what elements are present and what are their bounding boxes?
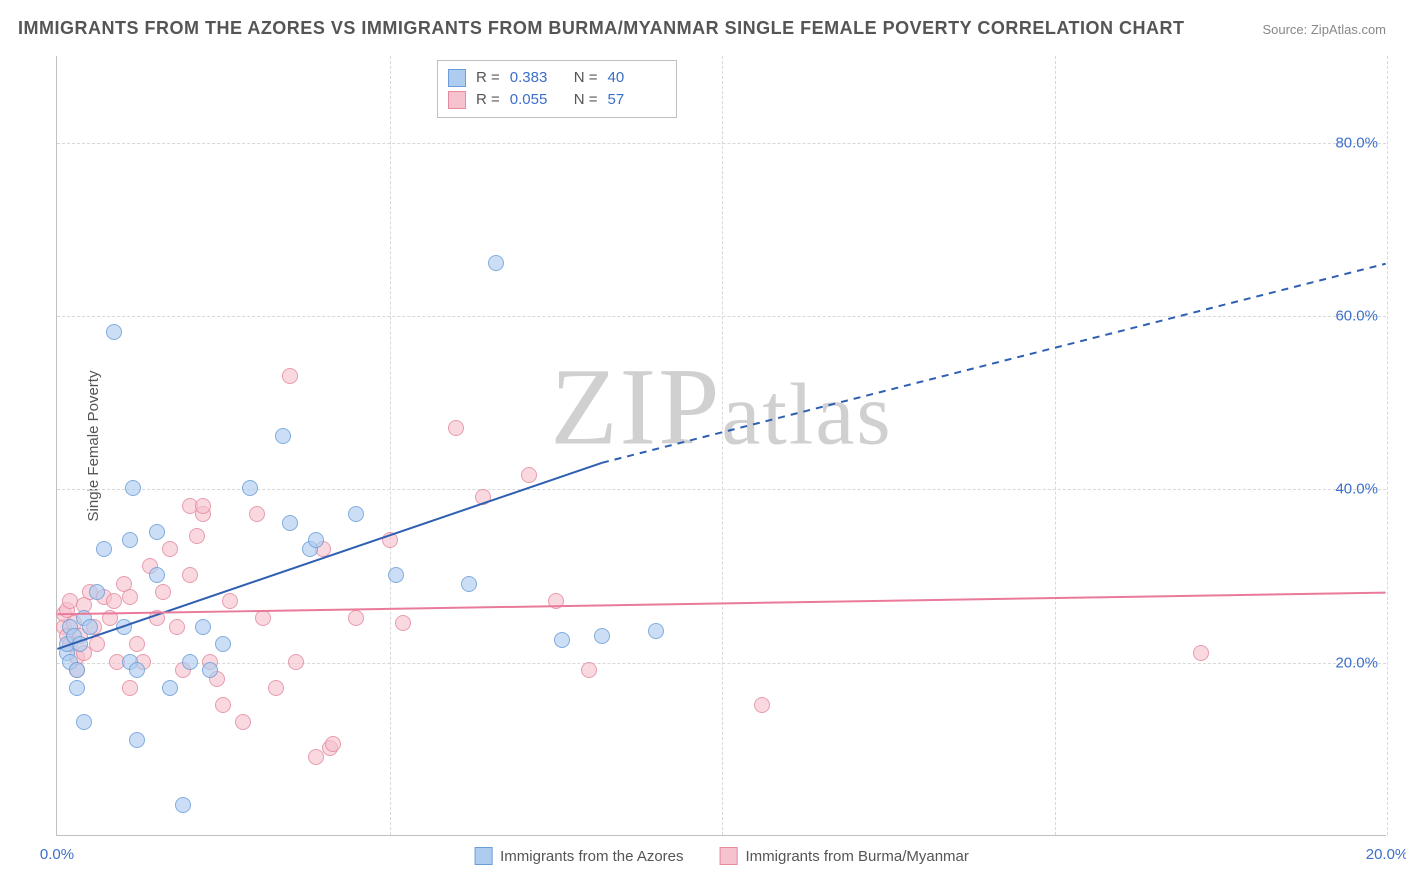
y-tick-label: 40.0% (1335, 481, 1378, 498)
scatter-point (222, 593, 238, 609)
scatter-point (149, 524, 165, 540)
scatter-point (554, 632, 570, 648)
scatter-point (1193, 645, 1209, 661)
scatter-point (461, 576, 477, 592)
scatter-point (125, 480, 141, 496)
swatch-pink-icon (448, 91, 466, 109)
gridline-v (1055, 56, 1056, 835)
scatter-point (69, 662, 85, 678)
scatter-point (76, 714, 92, 730)
scatter-point (235, 714, 251, 730)
scatter-point (348, 610, 364, 626)
x-tick-label: 0.0% (40, 846, 74, 863)
scatter-point (288, 654, 304, 670)
plot-area: ZIPatlas R = 0.383 N = 40 R = 0.055 N = … (56, 56, 1386, 836)
gridline-v (1387, 56, 1388, 835)
scatter-point (182, 654, 198, 670)
r-value: 0.055 (510, 89, 564, 111)
swatch-blue-icon (474, 847, 492, 865)
swatch-pink-icon (720, 847, 738, 865)
scatter-point (106, 593, 122, 609)
scatter-point (581, 662, 597, 678)
scatter-point (69, 680, 85, 696)
y-tick-label: 20.0% (1335, 654, 1378, 671)
scatter-point (282, 368, 298, 384)
scatter-point (475, 489, 491, 505)
scatter-point (122, 680, 138, 696)
legend-item-0: Immigrants from the Azores (474, 847, 683, 865)
scatter-point (162, 541, 178, 557)
r-legend-row-1: R = 0.055 N = 57 (448, 89, 662, 111)
scatter-point (308, 532, 324, 548)
scatter-point (275, 428, 291, 444)
scatter-point (348, 506, 364, 522)
legend-item-1: Immigrants from Burma/Myanmar (720, 847, 969, 865)
r-n-legend: R = 0.383 N = 40 R = 0.055 N = 57 (437, 60, 677, 118)
scatter-point (149, 610, 165, 626)
y-tick-label: 80.0% (1335, 134, 1378, 151)
scatter-point (325, 736, 341, 752)
r-label: R = (476, 67, 500, 89)
scatter-point (249, 506, 265, 522)
scatter-point (488, 255, 504, 271)
n-label: N = (574, 89, 598, 111)
scatter-point (195, 619, 211, 635)
scatter-point (116, 619, 132, 635)
scatter-point (448, 420, 464, 436)
scatter-point (388, 567, 404, 583)
scatter-point (242, 480, 258, 496)
scatter-point (594, 628, 610, 644)
scatter-point (215, 636, 231, 652)
scatter-point (182, 567, 198, 583)
scatter-point (195, 498, 211, 514)
scatter-point (89, 584, 105, 600)
scatter-point (202, 662, 218, 678)
n-value: 40 (608, 67, 662, 89)
r-label: R = (476, 89, 500, 111)
scatter-point (189, 528, 205, 544)
scatter-point (754, 697, 770, 713)
watermark: ZIPatlas (550, 343, 892, 470)
scatter-point (548, 593, 564, 609)
scatter-point (215, 697, 231, 713)
scatter-point (129, 636, 145, 652)
r-value: 0.383 (510, 67, 564, 89)
scatter-point (255, 610, 271, 626)
scatter-point (129, 732, 145, 748)
scatter-point (162, 680, 178, 696)
legend-label: Immigrants from the Azores (500, 848, 683, 865)
scatter-point (122, 532, 138, 548)
scatter-point (96, 541, 112, 557)
scatter-point (155, 584, 171, 600)
y-tick-label: 60.0% (1335, 308, 1378, 325)
n-label: N = (574, 67, 598, 89)
chart-title: IMMIGRANTS FROM THE AZORES VS IMMIGRANTS… (18, 18, 1185, 39)
source-text: Source: ZipAtlas.com (1262, 22, 1386, 37)
scatter-point (268, 680, 284, 696)
scatter-point (149, 567, 165, 583)
scatter-point (521, 467, 537, 483)
n-value: 57 (608, 89, 662, 111)
scatter-point (648, 623, 664, 639)
scatter-point (89, 636, 105, 652)
x-tick-label: 20.0% (1366, 846, 1406, 863)
scatter-point (82, 619, 98, 635)
scatter-point (169, 619, 185, 635)
scatter-point (122, 589, 138, 605)
r-legend-row-0: R = 0.383 N = 40 (448, 67, 662, 89)
scatter-point (382, 532, 398, 548)
gridline-v (390, 56, 391, 835)
legend-label: Immigrants from Burma/Myanmar (746, 848, 969, 865)
scatter-point (72, 636, 88, 652)
series-legend: Immigrants from the Azores Immigrants fr… (474, 847, 969, 865)
scatter-point (282, 515, 298, 531)
scatter-point (129, 662, 145, 678)
scatter-point (395, 615, 411, 631)
scatter-point (175, 797, 191, 813)
swatch-blue-icon (448, 69, 466, 87)
scatter-point (106, 324, 122, 340)
